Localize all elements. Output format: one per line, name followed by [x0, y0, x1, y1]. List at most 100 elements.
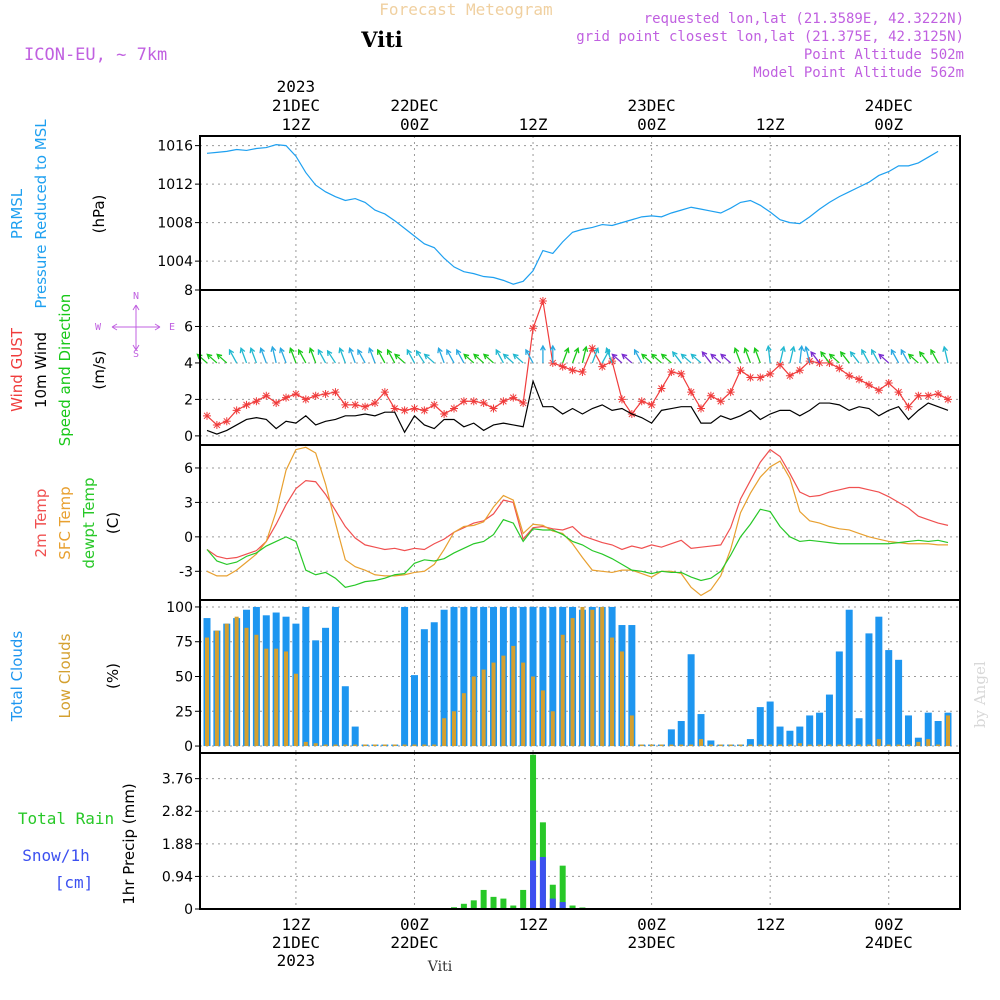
gust-marker — [795, 366, 804, 375]
model-label: ICON-EU, ~ 7km — [24, 45, 167, 65]
low-bar — [669, 744, 674, 747]
gust-marker — [420, 406, 429, 415]
time-label-top: 00Z — [400, 115, 429, 134]
total-bar — [806, 715, 814, 747]
gust-marker — [519, 399, 528, 408]
panel-wind: 0 2 4 6 8 — [184, 283, 961, 446]
wind-arrow-head — [348, 346, 354, 354]
wind-arrow-head — [942, 345, 949, 352]
compass-s: S — [133, 349, 139, 360]
low-bar — [570, 618, 575, 747]
wind-arrow — [289, 347, 297, 364]
panel-frame — [199, 135, 961, 291]
total-bar — [786, 730, 794, 747]
gust-marker — [914, 391, 923, 400]
low-bar — [274, 648, 279, 747]
wind-arrow — [327, 350, 336, 364]
snow-bar — [539, 857, 546, 909]
low-bar — [333, 744, 338, 747]
rain-bar — [559, 865, 566, 909]
rain-bar — [480, 889, 487, 909]
y-tick-label: 1012 — [157, 177, 193, 193]
gust-marker — [282, 393, 291, 402]
gust-marker — [746, 373, 755, 382]
time-label-bottom: 12Z — [756, 915, 785, 934]
gust-marker — [785, 371, 794, 380]
point-altitude: Point Altitude 502m — [804, 47, 964, 63]
low-bar — [224, 623, 229, 747]
wind-arrow — [250, 347, 258, 364]
wind-arrow — [701, 351, 712, 364]
wind-arrow — [317, 349, 327, 364]
low-bar — [471, 676, 476, 747]
t2m-line — [206, 448, 949, 560]
y-tick-label: 3 — [184, 495, 193, 511]
gust-marker — [331, 388, 340, 397]
wind-arrow-head — [249, 346, 256, 354]
y-tick-label: 0.94 — [162, 869, 193, 885]
wind-arrow-head — [216, 353, 223, 360]
panel-frame — [199, 289, 961, 446]
gust-marker — [479, 399, 488, 408]
header: Forecast Meteogram ICON-EU, ~ 7km Viti r… — [24, 0, 989, 975]
snow-unit-label: [cm] — [55, 873, 94, 892]
time-label-bottom: 2023 — [277, 951, 316, 970]
y-tick-label: 1008 — [157, 216, 193, 232]
y-tick-label: 6 — [184, 319, 193, 335]
gust-marker — [637, 397, 646, 406]
low-bar — [372, 744, 377, 747]
total-bar — [430, 622, 438, 747]
model-altitude: Model Point Altitude 562m — [753, 65, 964, 81]
low-bar — [264, 648, 269, 747]
wind-arrow-head — [839, 350, 846, 358]
gust-marker — [657, 384, 666, 393]
gust-marker — [341, 400, 350, 409]
low-bar — [906, 744, 911, 747]
low-bar — [323, 744, 328, 747]
wind-arrow — [611, 353, 623, 364]
low-bar — [797, 743, 802, 747]
wind-arrow — [206, 353, 218, 364]
total-bar — [677, 721, 685, 747]
wind-arrow-head — [861, 348, 867, 355]
low-bar — [550, 711, 555, 747]
low-bar — [649, 744, 654, 747]
wind-arrow — [661, 353, 672, 364]
low-bar — [600, 606, 605, 747]
wind-arrow — [437, 347, 445, 364]
gust-marker — [440, 410, 449, 418]
wind-arrow — [710, 353, 722, 364]
rain-bar — [490, 896, 497, 909]
low-bar — [491, 662, 496, 747]
wind-arrow-head — [871, 348, 877, 355]
time-label-top: 24DEC — [865, 96, 913, 115]
wind-arrow — [641, 353, 653, 364]
y-tick-label: 25 — [175, 704, 193, 720]
wind-arrow — [228, 349, 238, 364]
time-label-bottom: 00Z — [637, 915, 666, 934]
low-bar — [768, 744, 773, 747]
wind-arrow-head — [849, 350, 856, 358]
wind-arrow-head — [878, 353, 885, 360]
low-bar — [916, 741, 921, 747]
wind-arrow-head — [907, 353, 914, 360]
wind-arrow-head — [394, 353, 401, 360]
gust-marker — [203, 411, 211, 420]
gust-marker — [578, 368, 587, 377]
rain-label: Total Rain — [18, 809, 114, 828]
low-bar — [847, 744, 852, 747]
compass-n: N — [133, 291, 139, 302]
gust-marker — [667, 368, 676, 377]
wind-arrow-head — [512, 353, 519, 360]
gust-marker — [410, 404, 419, 413]
low-bar — [787, 744, 792, 747]
low-bar — [659, 744, 664, 747]
wind-arrow — [473, 353, 485, 364]
watermark: by Angel — [971, 661, 989, 728]
low-bar — [382, 744, 387, 747]
time-label-bottom: 00Z — [400, 915, 429, 934]
wind-arrow-head — [810, 350, 816, 358]
y-tick-label: 1004 — [157, 254, 193, 270]
wind-arrow — [634, 349, 643, 364]
gust-marker — [924, 391, 933, 400]
